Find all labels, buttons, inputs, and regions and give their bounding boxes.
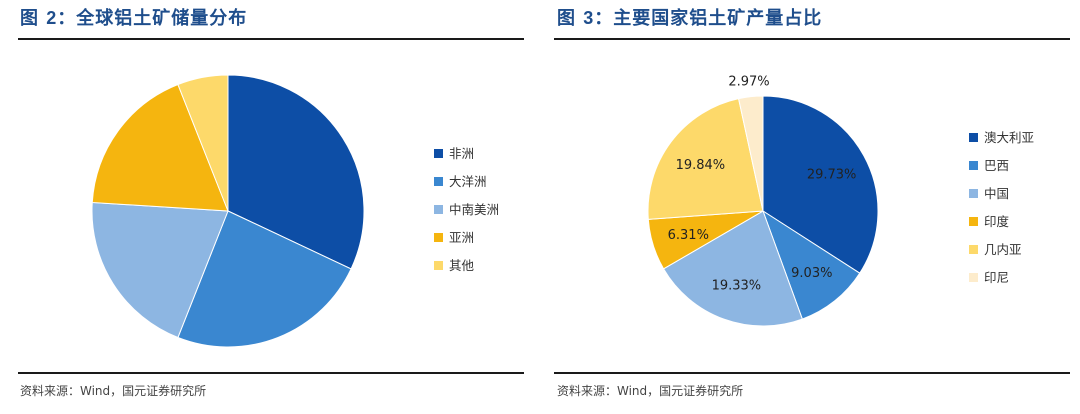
legend-label-0-0: 非洲 [449,146,474,161]
legend-swatch-1-0 [969,133,978,142]
pie-slice-1-1 [762,209,861,320]
legend-label-1-3: 印度 [984,214,1010,229]
figure-3-number: 3 [583,8,595,28]
figure-2-title: 图 2：全球铝土矿储量分布 [20,4,247,30]
pie-slice-0-2 [91,201,229,339]
figure-3-top-rule [554,38,1070,40]
figure-3-source: 资料来源：Wind，国元证券研究所 [557,384,744,398]
legend-swatch-0-1 [434,177,443,186]
data-label-1-3: 6.31% [668,228,709,243]
pie-slice-1-4 [647,98,764,220]
legend-label-1-2: 中国 [984,186,1009,201]
pie-slice-0-1 [177,210,352,348]
legend-swatch-1-3 [969,217,978,226]
legend-swatch-0-3 [434,233,443,242]
legend-swatch-1-2 [969,189,978,198]
pie-slice-1-5 [737,95,764,212]
figure-2-source: 资料来源：Wind，国元证券研究所 [20,384,207,398]
production-pie-chart: 29.73% 9.03% 19.33% 6.31% 19.84% 2.97% 澳大利亚巴西中… [647,75,1034,327]
data-label-1-4: 19.84% [676,158,726,173]
pie-slice-0-3 [91,83,229,212]
legend-label-1-1: 巴西 [984,158,1009,173]
pie-slice-1-2 [662,210,803,327]
legend-swatch-1-4 [969,245,978,254]
data-label-1-2: 19.33% [712,279,762,294]
legend-swatch-0-2 [434,205,443,214]
figure-3-title-text: ：主要国家铝土矿产量占比 [594,8,823,29]
legend-label-1-0: 澳大利亚 [984,130,1034,145]
data-label-1-5: 2.97% [728,75,769,90]
figure-2-top-rule [18,38,524,40]
legend-label-1-4: 几内亚 [984,242,1022,257]
legend-label-0-3: 亚洲 [449,230,474,245]
legend-label-0-2: 中南美洲 [449,202,499,217]
data-label-1-1: 9.03% [791,266,832,281]
figure-2-label: 图 [20,8,39,29]
legend-swatch-1-5 [969,273,978,282]
legend-label-1-5: 印尼 [984,270,1009,285]
pie-slice-0-0 [227,74,365,270]
legend-label-0-1: 大洋洲 [449,174,487,189]
figure-2-bottom-rule [18,372,524,374]
legend-swatch-0-0 [434,149,443,158]
legend-swatch-0-4 [434,261,443,270]
legend-swatch-1-1 [969,161,978,170]
figure-2-title-text: ：全球铝土矿储量分布 [57,8,248,29]
legend-label-0-4: 其他 [449,258,475,273]
figure-3-bottom-rule [554,372,1070,374]
pie-slice-0-4 [177,74,229,212]
figure-2-number: 2 [46,8,58,28]
data-label-1-0: 29.73% [807,168,857,183]
figure-3-title: 图 3：主要国家铝土矿产量占比 [557,4,822,30]
figure-3-label: 图 [557,8,576,29]
